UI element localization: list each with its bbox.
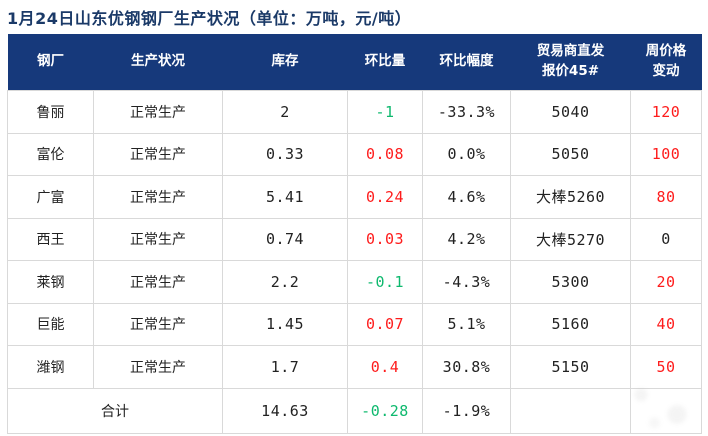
col-header-quote: 贸易商直发 报价45# [510, 34, 631, 91]
factory-cell: 西王 [7, 217, 94, 261]
col-header-week-change: 周价格 变动 [630, 34, 702, 91]
inventory-cell: 0.74 [222, 217, 348, 261]
col-header-status: 生产状况 [93, 34, 223, 91]
factory-cell: 广富 [7, 175, 94, 219]
inventory-cell: 2 [222, 90, 348, 134]
table-row: 鲁丽 正常生产 2 -1 -33.3% 5040 120 [7, 90, 702, 134]
total-quote-cell [510, 387, 631, 434]
mom-pct-cell: -4.3% [422, 260, 511, 304]
quote-cell: 5300 [510, 260, 631, 304]
week-change-cell: 20 [630, 260, 702, 304]
status-cell: 正常生产 [93, 302, 223, 346]
production-table: 钢厂 生产状况 库存 环比量 环比幅度 贸易商直发 报价45# 周价格 变动 鲁… [7, 34, 702, 434]
week-change-cell: 80 [630, 175, 702, 219]
status-cell: 正常生产 [93, 175, 223, 219]
status-cell: 正常生产 [93, 217, 223, 261]
mom-qty-cell: 0.4 [347, 345, 423, 389]
col-header-mom-qty: 环比量 [347, 34, 423, 91]
mom-qty-cell: 0.07 [347, 302, 423, 346]
total-inventory-cell: 14.63 [222, 387, 348, 434]
mom-pct-cell: 4.6% [422, 175, 511, 219]
mom-qty-cell: 0.08 [347, 132, 423, 176]
table-row: 富伦 正常生产 0.33 0.08 0.0% 5050 100 [7, 132, 702, 176]
week-change-cell: 50 [630, 345, 702, 389]
week-change-cell: 0 [630, 217, 702, 261]
inventory-cell: 0.33 [222, 132, 348, 176]
mom-qty-cell: 0.03 [347, 217, 423, 261]
page-title: 1月24日山东优钢钢厂生产状况（单位：万吨，元/吨） [7, 9, 412, 28]
table-row: 巨能 正常生产 1.45 0.07 5.1% 5160 40 [7, 302, 702, 346]
mom-pct-cell: 0.0% [422, 132, 511, 176]
table-row: 西王 正常生产 0.74 0.03 4.2% 大棒5270 0 [7, 217, 702, 261]
status-cell: 正常生产 [93, 260, 223, 304]
header-row: 钢厂 生产状况 库存 环比量 环比幅度 贸易商直发 报价45# 周价格 变动 [7, 34, 702, 91]
table-row: 广富 正常生产 5.41 0.24 4.6% 大棒5260 80 [7, 175, 702, 219]
factory-cell: 潍钢 [7, 345, 94, 389]
total-row: 合计 14.63 -0.28 -1.9% [7, 387, 702, 434]
table-row: 潍钢 正常生产 1.7 0.4 30.8% 5150 50 [7, 345, 702, 389]
mom-qty-cell: -0.1 [347, 260, 423, 304]
mom-qty-cell: -1 [347, 90, 423, 134]
status-cell: 正常生产 [93, 90, 223, 134]
quote-cell: 大棒5270 [510, 217, 631, 261]
col-header-factory: 钢厂 [7, 34, 94, 91]
status-cell: 正常生产 [93, 132, 223, 176]
total-mom-qty-cell: -0.28 [347, 387, 423, 434]
quote-cell: 5160 [510, 302, 631, 346]
quote-cell: 5040 [510, 90, 631, 134]
week-change-cell: 100 [630, 132, 702, 176]
week-change-cell: 40 [630, 302, 702, 346]
quote-cell: 大棒5260 [510, 175, 631, 219]
mom-pct-cell: -33.3% [422, 90, 511, 134]
total-label-cell: 合计 [7, 387, 223, 434]
inventory-cell: 2.2 [222, 260, 348, 304]
col-header-inventory: 库存 [222, 34, 348, 91]
table-row: 莱钢 正常生产 2.2 -0.1 -4.3% 5300 20 [7, 260, 702, 304]
inventory-cell: 1.7 [222, 345, 348, 389]
factory-cell: 鲁丽 [7, 90, 94, 134]
total-week-change-cell [630, 387, 702, 434]
col-header-mom-pct: 环比幅度 [422, 34, 511, 91]
mom-qty-cell: 0.24 [347, 175, 423, 219]
status-cell: 正常生产 [93, 345, 223, 389]
inventory-cell: 5.41 [222, 175, 348, 219]
week-change-cell: 120 [630, 90, 702, 134]
mom-pct-cell: 30.8% [422, 345, 511, 389]
factory-cell: 莱钢 [7, 260, 94, 304]
total-mom-pct-cell: -1.9% [422, 387, 511, 434]
factory-cell: 富伦 [7, 132, 94, 176]
mom-pct-cell: 4.2% [422, 217, 511, 261]
inventory-cell: 1.45 [222, 302, 348, 346]
quote-cell: 5150 [510, 345, 631, 389]
mom-pct-cell: 5.1% [422, 302, 511, 346]
quote-cell: 5050 [510, 132, 631, 176]
factory-cell: 巨能 [7, 302, 94, 346]
